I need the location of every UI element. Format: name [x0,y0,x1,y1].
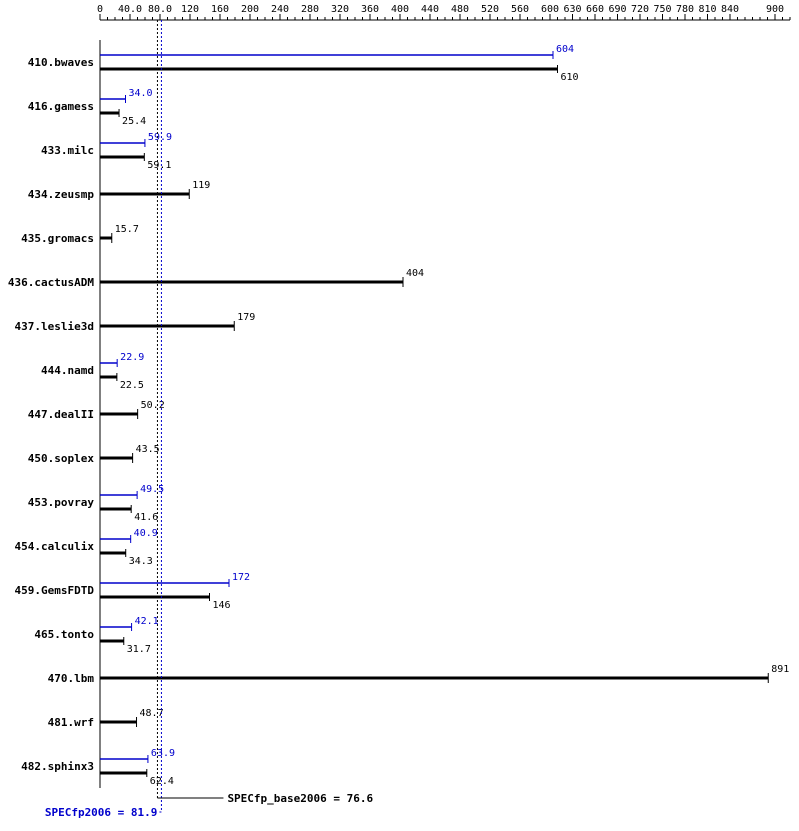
benchmark-label: 459.GemsFDTD [15,584,95,597]
base-value: 25.4 [122,116,146,127]
axis-label: 520 [481,4,499,15]
axis-label: 240 [271,4,289,15]
peak-value: 604 [556,44,574,55]
axis-label: 0 [97,4,103,15]
axis-label: 660 [586,4,604,15]
base-value: 891 [771,664,789,675]
axis-label: 160 [211,4,229,15]
axis-label: 200 [241,4,259,15]
benchmark-label: 453.povray [28,496,95,509]
axis-label: 80.0 [148,4,172,15]
axis-label: 400 [391,4,409,15]
benchmark-label: 410.bwaves [28,56,94,69]
peak-value: 172 [232,572,250,583]
axis-label: 40.0 [118,4,142,15]
base-value: 610 [561,72,579,83]
axis-label: 720 [631,4,649,15]
benchmark-label: 435.gromacs [21,232,94,245]
base-value: 59.1 [147,160,171,171]
axis-label: 120 [181,4,199,15]
axis-label: 690 [608,4,626,15]
benchmark-label: 465.tonto [34,628,94,641]
axis-label: 750 [653,4,671,15]
axis-label: 360 [361,4,379,15]
axis-label: 280 [301,4,319,15]
benchmark-label: 437.leslie3d [15,320,94,333]
base-value: 179 [237,312,255,323]
axis-label: 840 [721,4,739,15]
benchmark-label: 416.gamess [28,100,94,113]
benchmark-label: 450.soplex [28,452,95,465]
axis-label: 630 [563,4,581,15]
axis-label: 480 [451,4,469,15]
peak-value: 42.1 [135,616,159,627]
benchmark-label: 447.dealII [28,408,94,421]
score-base-label: SPECfp_base2006 = 76.6 [227,792,373,805]
score-peak-label: SPECfp2006 = 81.9 [45,806,158,819]
axis-label: 900 [766,4,784,15]
base-value: 22.5 [120,380,144,391]
base-value: 15.7 [115,224,139,235]
peak-value: 40.9 [134,528,158,539]
peak-value: 49.5 [140,484,164,495]
benchmark-label: 433.milc [41,144,94,157]
axis-label: 560 [511,4,529,15]
axis-label: 320 [331,4,349,15]
benchmark-chart: 0 40.0 80.0 120 160 200 240 280 320 360 400 440 480 5… [0,0,799,831]
base-value: 41.6 [134,512,158,523]
axis-label: 600 [541,4,559,15]
benchmark-label: 481.wrf [48,716,94,729]
peak-value: 34.0 [129,88,153,99]
axis-label: 780 [676,4,694,15]
benchmark-label: 434.zeusmp [28,188,95,201]
base-value: 31.7 [127,644,151,655]
base-value: 43.5 [136,444,160,455]
peak-value: 59.9 [148,132,172,143]
base-value: 146 [213,600,231,611]
base-value: 404 [406,268,424,279]
benchmark-label: 454.calculix [15,540,95,553]
axis-label: 810 [698,4,716,15]
peak-value: 22.9 [120,352,144,363]
base-value: 119 [192,180,210,191]
benchmark-label: 436.cactusADM [8,276,94,289]
base-value: 48.7 [140,708,164,719]
benchmark-label: 482.sphinx3 [21,760,94,773]
benchmark-label: 444.namd [41,364,94,377]
axis-label: 440 [421,4,439,15]
peak-value: 63.9 [151,748,175,759]
benchmark-label: 470.lbm [48,672,95,685]
base-value: 34.3 [129,556,153,567]
